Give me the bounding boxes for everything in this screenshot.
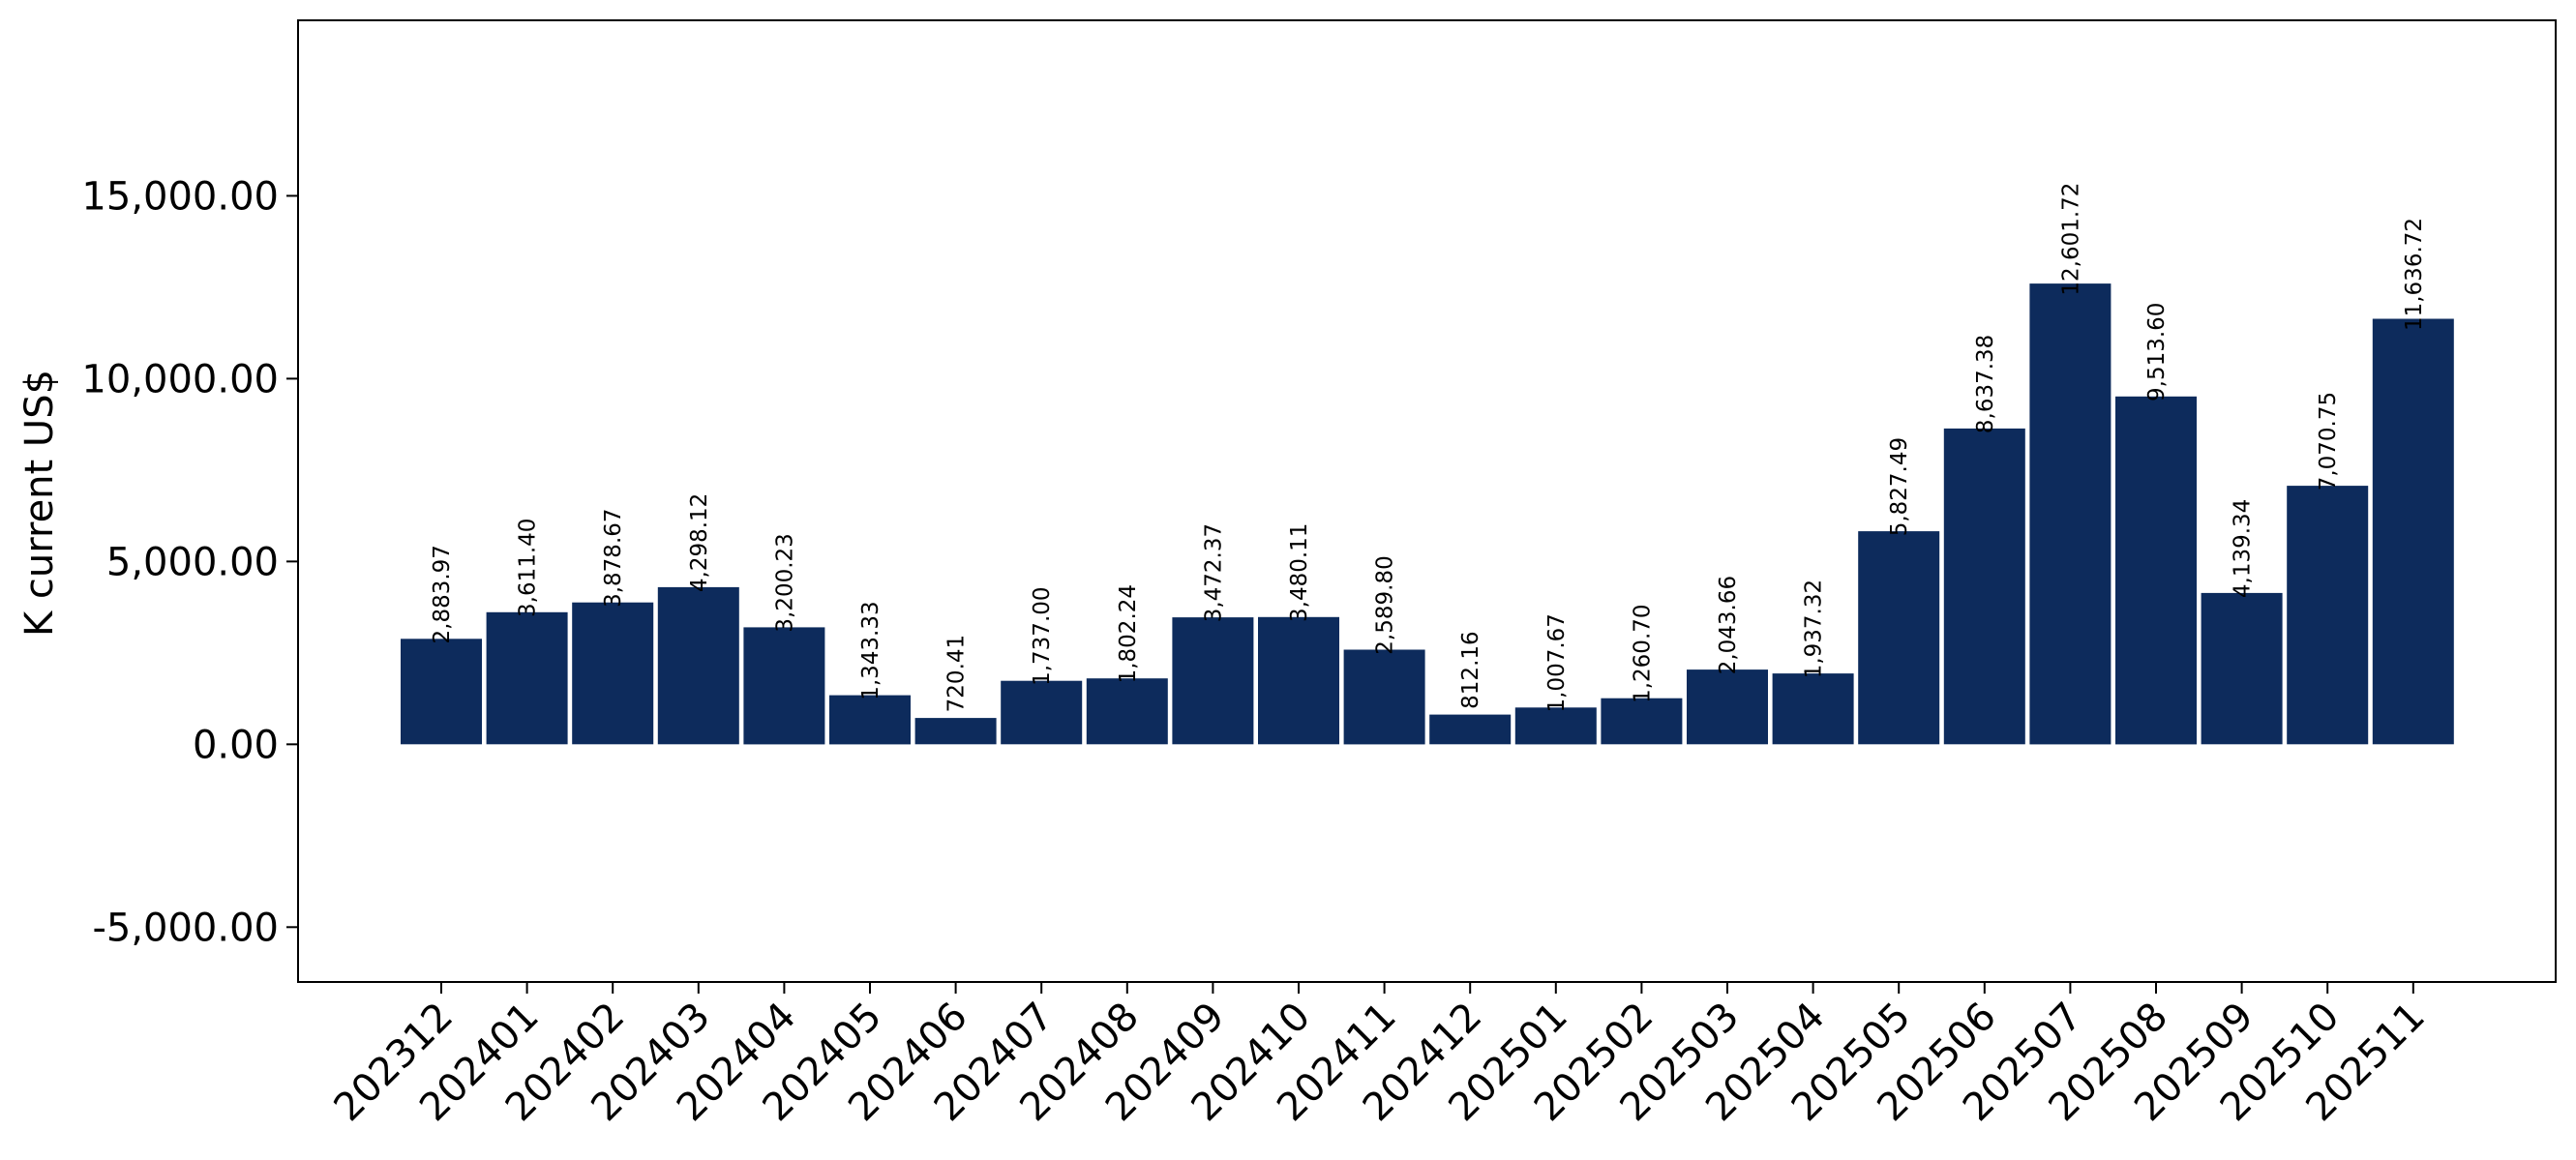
data-label-202409: 3,472.37 <box>1201 523 1226 622</box>
bar-202508 <box>2115 396 2197 745</box>
data-label-202402: 3,878.67 <box>601 508 626 607</box>
bar-202412 <box>1429 714 1512 745</box>
data-label-202312: 2,883.97 <box>430 545 455 643</box>
data-label-202404: 3,200.23 <box>772 533 797 632</box>
bar-202511 <box>2372 318 2454 745</box>
y-tick-label-4: 15,000.00 <box>81 174 279 219</box>
data-labels-group: 2,883.97 3,611.40 3,878.67 4,298.12 3,200.23… <box>430 183 2427 713</box>
bar-202403 <box>657 586 739 745</box>
bar-202411 <box>1343 649 1425 745</box>
data-label-202406: 720.41 <box>944 635 970 712</box>
bar-202408 <box>1086 678 1168 745</box>
y-axis: -5,000.00 0.00 5,000.00 10,000.00 15,000.00 <box>81 174 298 950</box>
bar-202410 <box>1258 616 1339 745</box>
bar-202401 <box>486 611 568 745</box>
data-label-202504: 1,937.32 <box>1802 580 1827 678</box>
y-tick-label-2: 5,000.00 <box>106 540 279 584</box>
bar-202507 <box>2029 283 2112 745</box>
data-label-202411: 2,589.80 <box>1373 555 1398 654</box>
bar-202407 <box>1001 680 1083 745</box>
data-label-202511: 11,636.72 <box>2402 218 2427 331</box>
data-label-202410: 3,480.11 <box>1287 523 1312 622</box>
bar-202312 <box>401 639 482 745</box>
y-tick-label-1: 0.00 <box>193 723 279 767</box>
bars-group <box>401 283 2454 745</box>
bar-202506 <box>1943 428 2025 745</box>
data-label-202505: 5,827.49 <box>1887 437 1912 536</box>
bar-202404 <box>743 627 825 745</box>
data-label-202403: 4,298.12 <box>687 493 712 592</box>
bar-202402 <box>572 602 654 745</box>
y-tick-label-0: -5,000.00 <box>92 906 279 950</box>
data-label-202508: 9,513.60 <box>2144 303 2170 402</box>
data-label-202502: 1,260.70 <box>1630 604 1655 702</box>
data-label-202408: 1,802.24 <box>1116 584 1141 683</box>
data-label-202412: 812.16 <box>1458 631 1483 708</box>
bar-202405 <box>829 695 911 745</box>
y-tick-label-3: 10,000.00 <box>81 357 279 402</box>
bar-202504 <box>1772 673 1854 745</box>
data-label-202509: 4,139.34 <box>2231 499 2256 598</box>
data-label-202510: 7,070.75 <box>2316 392 2341 491</box>
data-label-202405: 1,343.33 <box>858 601 884 699</box>
bar-202502 <box>1601 698 1683 745</box>
bar-202501 <box>1514 707 1597 745</box>
bar-202510 <box>2287 486 2369 745</box>
bar-202406 <box>914 718 997 745</box>
plot-frame <box>297 19 2557 983</box>
data-label-202503: 2,043.66 <box>1716 576 1741 674</box>
bar-202505 <box>1858 531 1940 745</box>
data-label-202407: 1,737.00 <box>1030 586 1055 685</box>
bar-202503 <box>1687 669 1768 745</box>
data-label-202501: 1,007.67 <box>1544 613 1570 712</box>
y-axis-label: K current US$ <box>17 370 62 637</box>
bar-202409 <box>1172 617 1254 745</box>
data-label-202506: 8,637.38 <box>1973 335 1998 433</box>
bar-202509 <box>2201 592 2283 745</box>
data-label-202507: 12,601.72 <box>2058 183 2083 296</box>
data-label-202401: 3,611.40 <box>516 519 541 617</box>
x-axis: 2023122024012024022024032024042024052024… <box>326 982 2434 1130</box>
